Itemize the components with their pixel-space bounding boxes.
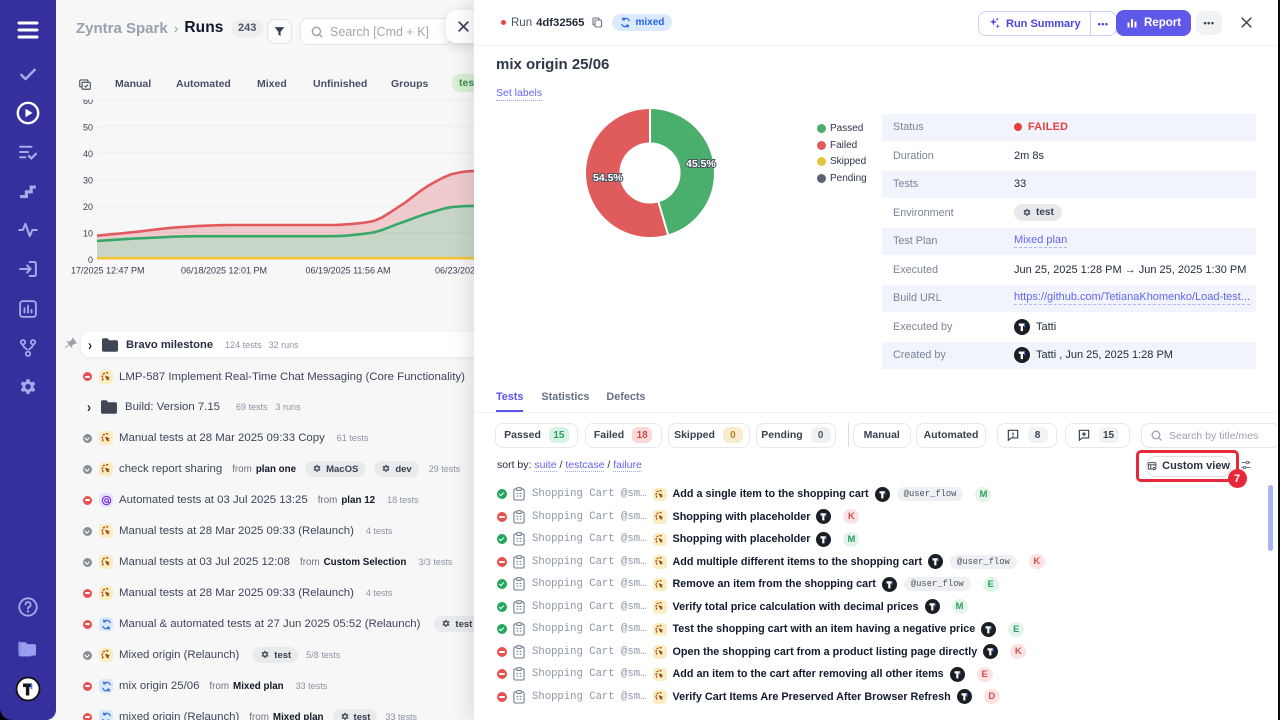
svg-text:45.5%: 45.5% — [686, 158, 716, 170]
svg-text:60: 60 — [83, 96, 93, 106]
svg-text:50: 50 — [83, 122, 93, 132]
svg-text:17/2025 12:47 PM: 17/2025 12:47 PM — [71, 266, 145, 276]
svg-text:06/23/2025: 06/23/2025 — [435, 266, 476, 276]
svg-text:20: 20 — [83, 202, 93, 212]
svg-text:54.5%: 54.5% — [593, 172, 623, 184]
svg-text:40: 40 — [83, 149, 93, 159]
svg-text:0: 0 — [88, 255, 93, 265]
svg-text:10: 10 — [83, 229, 93, 239]
svg-text:30: 30 — [83, 175, 93, 185]
svg-text:06/19/2025 11:56 AM: 06/19/2025 11:56 AM — [306, 266, 391, 276]
svg-text:06/18/2025 12:01 PM: 06/18/2025 12:01 PM — [181, 266, 267, 276]
